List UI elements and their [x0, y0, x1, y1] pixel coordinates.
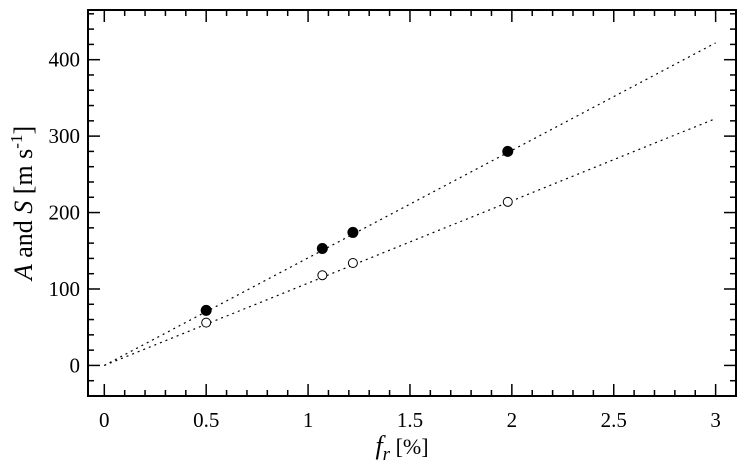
y-tick-label: 0 — [70, 353, 81, 377]
fit-lines — [104, 42, 716, 366]
filled-point — [316, 242, 328, 254]
y-axis-label: A and S [m s-1] — [7, 126, 38, 282]
open-point — [502, 196, 513, 207]
x-tick-label: 2 — [507, 408, 518, 432]
fit-line-series-2 — [104, 117, 716, 366]
plot-frame — [87, 9, 737, 397]
fit-line-series-1 — [104, 42, 716, 366]
x-tick-label: 0 — [99, 408, 110, 432]
filled-point — [502, 145, 514, 157]
y-tick-label: 300 — [49, 124, 81, 148]
y-tick-label: 400 — [49, 48, 81, 72]
x-tick-label: 1 — [303, 408, 314, 432]
filled-point — [200, 304, 212, 316]
open-point — [201, 317, 212, 328]
x-tick-label: 0.5 — [193, 408, 219, 432]
data-points — [200, 145, 514, 328]
open-point — [347, 258, 358, 269]
x-tick-label: 1.5 — [397, 408, 423, 432]
open-point — [317, 270, 328, 281]
x-tick-label: 2.5 — [601, 408, 627, 432]
x-tick-label: 3 — [710, 408, 721, 432]
tick-labels: 0 0.5 1 1.5 2 2.5 3 0 100 200 300 400 — [49, 48, 721, 432]
filled-point — [347, 226, 359, 238]
y-tick-label: 200 — [49, 201, 81, 225]
y-tick-label: 100 — [49, 277, 81, 301]
axis-ticks — [88, 10, 737, 396]
x-axis-label: fr [%] — [375, 431, 428, 465]
